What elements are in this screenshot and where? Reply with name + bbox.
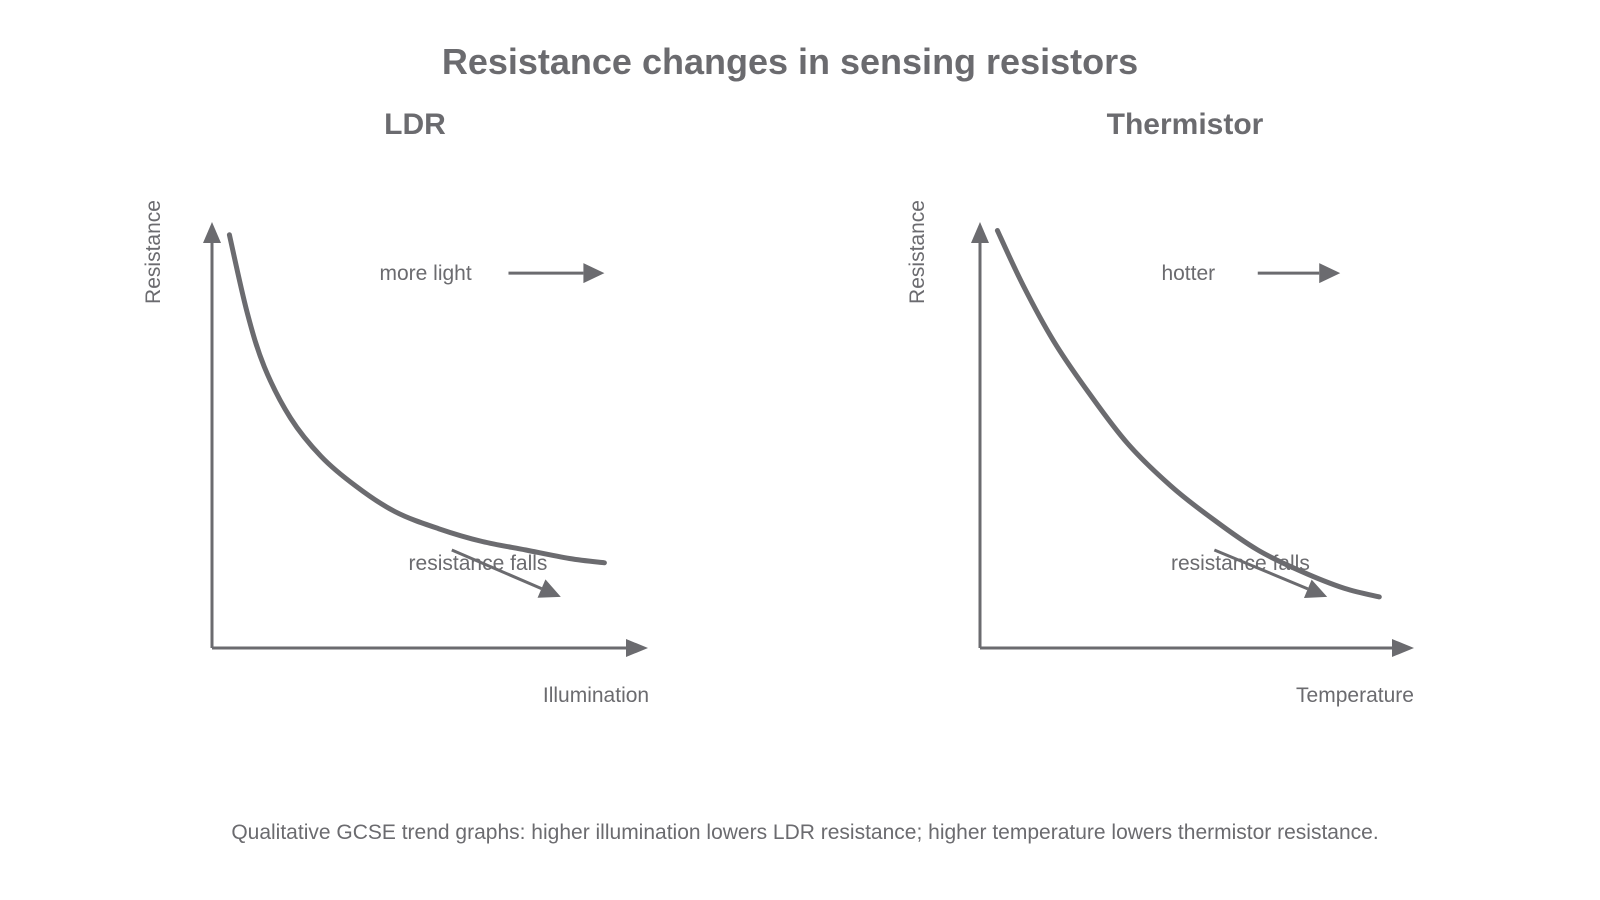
- panel-ldr-annotation-resistance-falls: resistance falls: [409, 552, 548, 575]
- panel-thermistor-annotation-hotter: hotter: [1161, 262, 1215, 285]
- panel-thermistor-resistance-falls-arrow-shaft: [1213, 548, 1309, 591]
- panel-thermistor-resistance-falls-arrow: [1213, 548, 1328, 599]
- panel-ldr-resistance-falls-arrow-shaft: [451, 548, 543, 590]
- panel-ldr-y-axis-arrowhead: [203, 222, 221, 243]
- panel-ldr-more-light-arrow: [508, 263, 605, 284]
- panel-thermistor-hotter-arrow-head: [1319, 263, 1341, 284]
- panel-thermistor-title: Thermistor: [1107, 108, 1264, 141]
- figure-caption: Qualitative GCSE trend graphs: higher il…: [231, 821, 1378, 844]
- panel-ldr: LDR Resistance Illumination more light r…: [142, 108, 649, 707]
- panel-thermistor-ylabel: Resistance: [906, 200, 929, 304]
- panel-thermistor-y-axis-arrowhead: [971, 222, 989, 243]
- panel-ldr-curve: [226, 232, 607, 566]
- panel-thermistor-x-axis-arrowhead: [1392, 639, 1414, 657]
- panel-ldr-resistance-falls-arrow-head: [537, 579, 561, 598]
- panel-ldr-resistance-falls-arrow: [451, 548, 561, 598]
- panel-ldr-xlabel: Illumination: [543, 684, 649, 707]
- panel-ldr-ylabel: Resistance: [142, 200, 165, 304]
- panel-ldr-x-axis-arrowhead: [626, 639, 648, 657]
- figure-title: Resistance changes in sensing resistors: [442, 41, 1138, 82]
- panel-ldr-title: LDR: [384, 108, 446, 141]
- panel-thermistor-hotter-arrow: [1257, 263, 1341, 284]
- panel-thermistor-annotation-resistance-falls: resistance falls: [1171, 552, 1310, 575]
- panel-thermistor: Thermistor Resistance Temperature hotter…: [906, 108, 1414, 707]
- panel-ldr-more-light-arrow-head: [583, 263, 605, 284]
- panel-thermistor-xlabel: Temperature: [1296, 684, 1414, 707]
- panel-thermistor-resistance-falls-arrow-head: [1303, 579, 1328, 599]
- panel-thermistor-curve: [994, 228, 1382, 600]
- panel-ldr-annotation-more-light: more light: [379, 262, 471, 285]
